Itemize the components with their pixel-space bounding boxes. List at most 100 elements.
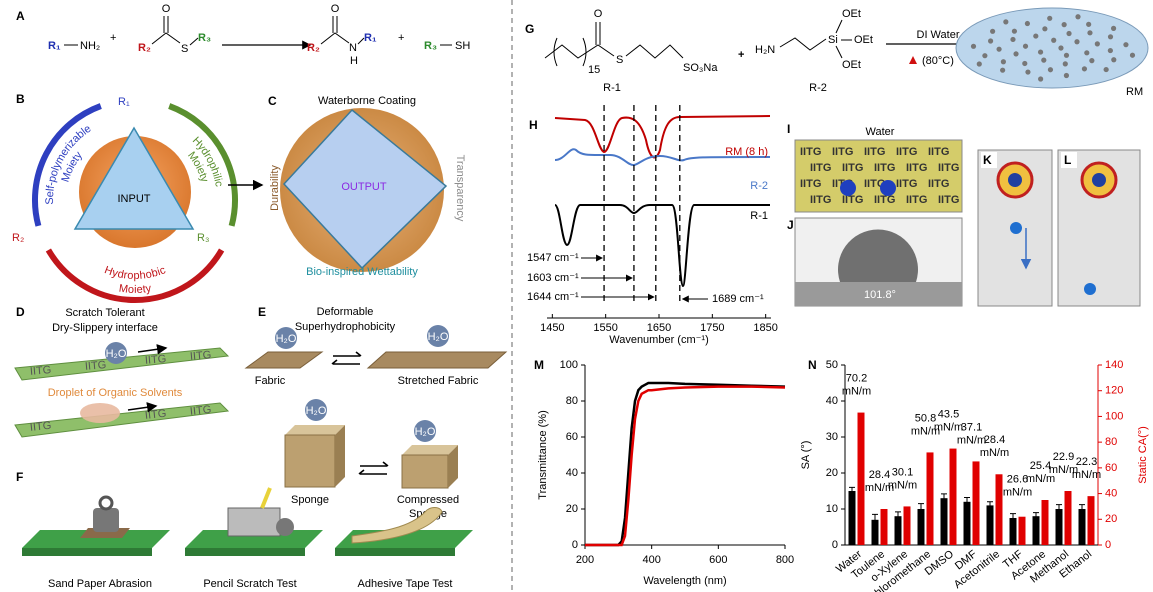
bar xyxy=(1056,509,1063,545)
photo-caption: Water xyxy=(866,126,895,138)
bar xyxy=(941,498,948,545)
y-tick-label: 30 xyxy=(826,431,838,443)
photo-text: IITG xyxy=(800,146,821,158)
wheel xyxy=(276,518,294,536)
sponge-top xyxy=(285,425,345,435)
droplet xyxy=(840,180,856,196)
particle xyxy=(1087,30,1092,35)
slab-text: IITG xyxy=(84,359,106,373)
particle xyxy=(971,44,976,49)
y2-tick-label: 100 xyxy=(1105,410,1123,422)
y-tick-label: 80 xyxy=(566,395,578,407)
y2-tick-label: 0 xyxy=(1105,539,1111,551)
photo-text: IITG xyxy=(896,178,917,190)
slab-text: IITG xyxy=(144,353,166,367)
surface-tension-label: mN/m xyxy=(842,385,871,397)
sponge xyxy=(402,455,448,488)
atom: OEt xyxy=(842,8,861,20)
photo-text: IITG xyxy=(928,178,949,190)
panel-a: A R₁ NH₂ + R₂ O S R₃ R₂ O N H R₁ + R₃ SH xyxy=(16,3,470,67)
contact-angle: 101.8° xyxy=(864,289,896,301)
surface-tension-label: mN/m xyxy=(888,479,917,491)
c-right: Transparency xyxy=(454,155,466,222)
particle xyxy=(1066,31,1071,36)
y-tick-label: 40 xyxy=(826,395,838,407)
atom: OEt xyxy=(854,34,873,46)
x-tick-label: 1550 xyxy=(593,322,617,334)
bond xyxy=(836,20,852,58)
r3: R₃ xyxy=(198,32,211,44)
x-axis-label: Wavelength (nm) xyxy=(643,575,726,587)
photo-text: IITG xyxy=(842,194,863,206)
photo-text: IITG xyxy=(810,194,831,206)
particle xyxy=(1033,33,1038,38)
panel-label: N xyxy=(808,358,817,372)
panel-h xyxy=(555,116,770,286)
reversible-arrow xyxy=(359,462,388,474)
reagent-label: R-2 xyxy=(809,82,827,94)
x-tick-label: 1650 xyxy=(647,322,671,334)
surface-tension-label: 70.2 xyxy=(846,372,867,384)
bar xyxy=(1033,516,1040,545)
panel-c: C Waterborne Coating OUTPUT Durability T… xyxy=(268,94,466,278)
particle xyxy=(1095,41,1100,46)
surface-tension-label: 37.1 xyxy=(961,421,982,433)
e-caption: Fabric xyxy=(255,375,286,387)
surface-tension-label: mN/m xyxy=(980,447,1009,459)
particle xyxy=(1013,51,1018,56)
e-title: Deformable xyxy=(317,306,374,318)
atom: H xyxy=(350,55,358,67)
y-tick-label: 20 xyxy=(566,503,578,515)
bar xyxy=(849,491,856,545)
rm-label: RM xyxy=(1126,86,1143,98)
particle xyxy=(1001,59,1006,64)
panel-photos: I Water IITGIITGIITGIITGIITGIITGIITGIITG… xyxy=(787,122,1140,306)
y2-tick-label: 20 xyxy=(1105,513,1117,525)
panel-b: B R₁ R₂ R₃ Self-polymerizable Moiety Hyd… xyxy=(12,92,262,300)
photo-text: IITG xyxy=(800,178,821,190)
particle xyxy=(1123,42,1128,47)
output-text: OUTPUT xyxy=(341,181,387,193)
photo-text: IITG xyxy=(864,146,885,158)
peak-label: 1689 cm⁻¹ xyxy=(712,293,764,305)
particle xyxy=(1000,68,1005,73)
bar xyxy=(881,509,888,545)
r1: R₁ xyxy=(364,32,377,44)
f-caption: Sand Paper Abrasion xyxy=(48,578,152,590)
organic-droplet xyxy=(80,403,120,423)
pencil xyxy=(262,488,270,508)
r1: R₁ xyxy=(118,96,130,108)
photo-text: IITG xyxy=(832,146,853,158)
bond xyxy=(545,45,614,58)
atom: O xyxy=(331,3,340,15)
slab-text: IITG xyxy=(144,408,167,422)
y-tick-label: 0 xyxy=(832,539,838,551)
bar xyxy=(987,505,994,545)
input-text: INPUT xyxy=(118,193,151,205)
plus: + xyxy=(398,32,404,44)
surface-tension-label: mN/m xyxy=(934,421,963,433)
particle xyxy=(988,38,993,43)
r2: R₂ xyxy=(307,42,320,54)
photo-text: IITG xyxy=(928,146,949,158)
e-title: Superhydrophobicity xyxy=(295,321,396,333)
droplet-text: H₂O xyxy=(428,331,449,343)
e-caption: Compressed xyxy=(397,494,459,506)
figure: A R₁ NH₂ + R₂ O S R₃ R₂ O N H R₁ + R₃ SH… xyxy=(0,0,1153,592)
bar xyxy=(904,506,911,545)
slab-text: IITG xyxy=(189,404,212,418)
particle xyxy=(1047,16,1052,21)
x-tick-label: 800 xyxy=(776,554,794,566)
y-axis-label: SA (°) xyxy=(800,441,812,470)
photo-text: IITG xyxy=(810,162,831,174)
y-tick-label: 0 xyxy=(572,539,578,551)
atom: O xyxy=(162,3,171,15)
atom: O xyxy=(594,8,603,20)
particle xyxy=(1042,26,1047,31)
particle xyxy=(1064,53,1069,58)
x-tick-label: 200 xyxy=(576,554,594,566)
particle xyxy=(1022,61,1027,66)
page: A R₁ NH₂ + R₂ O S R₃ R₂ O N H R₁ + R₃ SH… xyxy=(0,0,1153,592)
panel-label: I xyxy=(787,122,790,136)
bar xyxy=(950,449,957,545)
